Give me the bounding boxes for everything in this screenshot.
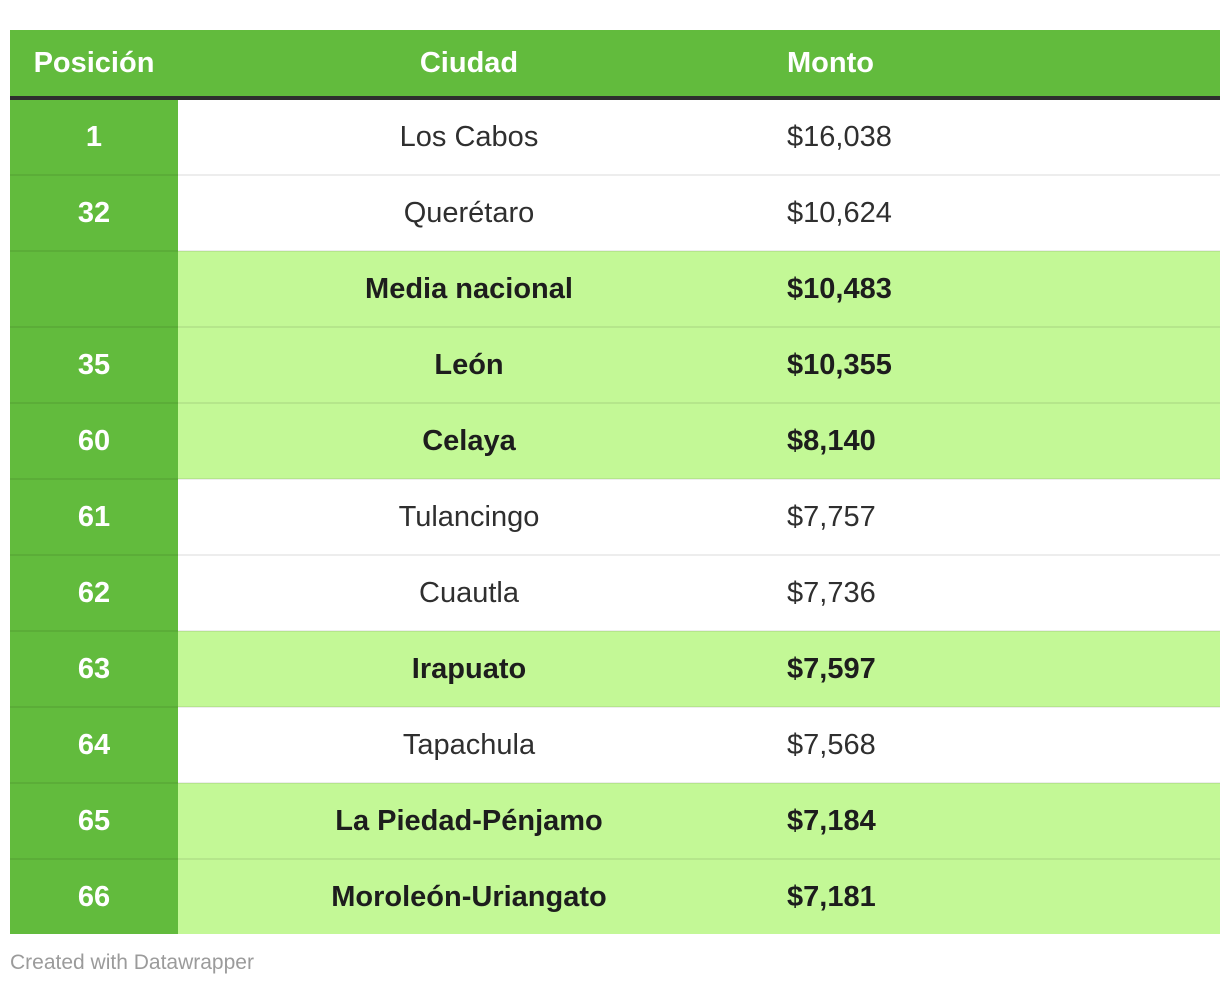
cell-posicion: 1	[10, 98, 178, 175]
cell-ciudad: Tulancingo	[178, 478, 760, 555]
cell-posicion	[10, 250, 178, 327]
cell-posicion: 62	[10, 554, 178, 631]
cell-ciudad: La Piedad-Pénjamo	[178, 782, 760, 859]
table-row: Media nacional $10,483	[10, 250, 1220, 327]
cell-monto: $10,624	[760, 174, 1220, 251]
header-row: Posición Ciudad Monto	[10, 30, 1220, 100]
cell-monto: $10,355	[760, 326, 1220, 403]
cell-monto: $16,038	[760, 98, 1220, 175]
cell-posicion: 64	[10, 706, 178, 783]
cell-posicion: 60	[10, 402, 178, 479]
table-row: 66 Moroleón-Uriangato $7,181	[10, 858, 1220, 934]
table-row: 32 Querétaro $10,624	[10, 174, 1220, 251]
cell-monto: $7,568	[760, 706, 1220, 783]
table-row: 65 La Piedad-Pénjamo $7,184	[10, 782, 1220, 859]
table-row: 63 Irapuato $7,597	[10, 630, 1220, 707]
cell-posicion: 63	[10, 630, 178, 707]
column-header-monto: Monto	[760, 30, 1220, 100]
cell-monto: $7,184	[760, 782, 1220, 859]
cell-posicion: 32	[10, 174, 178, 251]
table-header: Posición Ciudad Monto	[10, 30, 1220, 100]
cell-monto: $7,736	[760, 554, 1220, 631]
cell-posicion: 65	[10, 782, 178, 859]
cell-ciudad: Los Cabos	[178, 98, 760, 175]
cell-monto: $7,757	[760, 478, 1220, 555]
column-header-ciudad: Ciudad	[178, 30, 760, 100]
column-header-posicion: Posición	[10, 30, 178, 100]
cell-ciudad: Irapuato	[178, 630, 760, 707]
table-row: 1 Los Cabos $16,038	[10, 98, 1220, 175]
table-row: 62 Cuautla $7,736	[10, 554, 1220, 631]
cell-ciudad: Cuautla	[178, 554, 760, 631]
table-row: 35 León $10,355	[10, 326, 1220, 403]
cell-ciudad: Querétaro	[178, 174, 760, 251]
ranking-table-container: Posición Ciudad Monto 1 Los Cabos $16,03…	[10, 30, 1220, 934]
cell-ciudad: Tapachula	[178, 706, 760, 783]
table-row: 60 Celaya $8,140	[10, 402, 1220, 479]
table-row: 61 Tulancingo $7,757	[10, 478, 1220, 555]
cell-ciudad: León	[178, 326, 760, 403]
cell-monto: $8,140	[760, 402, 1220, 479]
cell-monto: $10,483	[760, 250, 1220, 327]
cell-posicion: 61	[10, 478, 178, 555]
ranking-table: Posición Ciudad Monto 1 Los Cabos $16,03…	[10, 30, 1220, 934]
cell-monto: $7,597	[760, 630, 1220, 707]
cell-monto: $7,181	[760, 858, 1220, 934]
cell-posicion: 66	[10, 858, 178, 934]
cell-ciudad: Media nacional	[178, 250, 760, 327]
cell-ciudad: Celaya	[178, 402, 760, 479]
cell-posicion: 35	[10, 326, 178, 403]
table-body: 1 Los Cabos $16,038 32 Querétaro $10,624…	[10, 98, 1220, 934]
datawrapper-attribution-link[interactable]: Created with Datawrapper	[10, 951, 254, 974]
cell-ciudad: Moroleón-Uriangato	[178, 858, 760, 934]
table-row: 64 Tapachula $7,568	[10, 706, 1220, 783]
